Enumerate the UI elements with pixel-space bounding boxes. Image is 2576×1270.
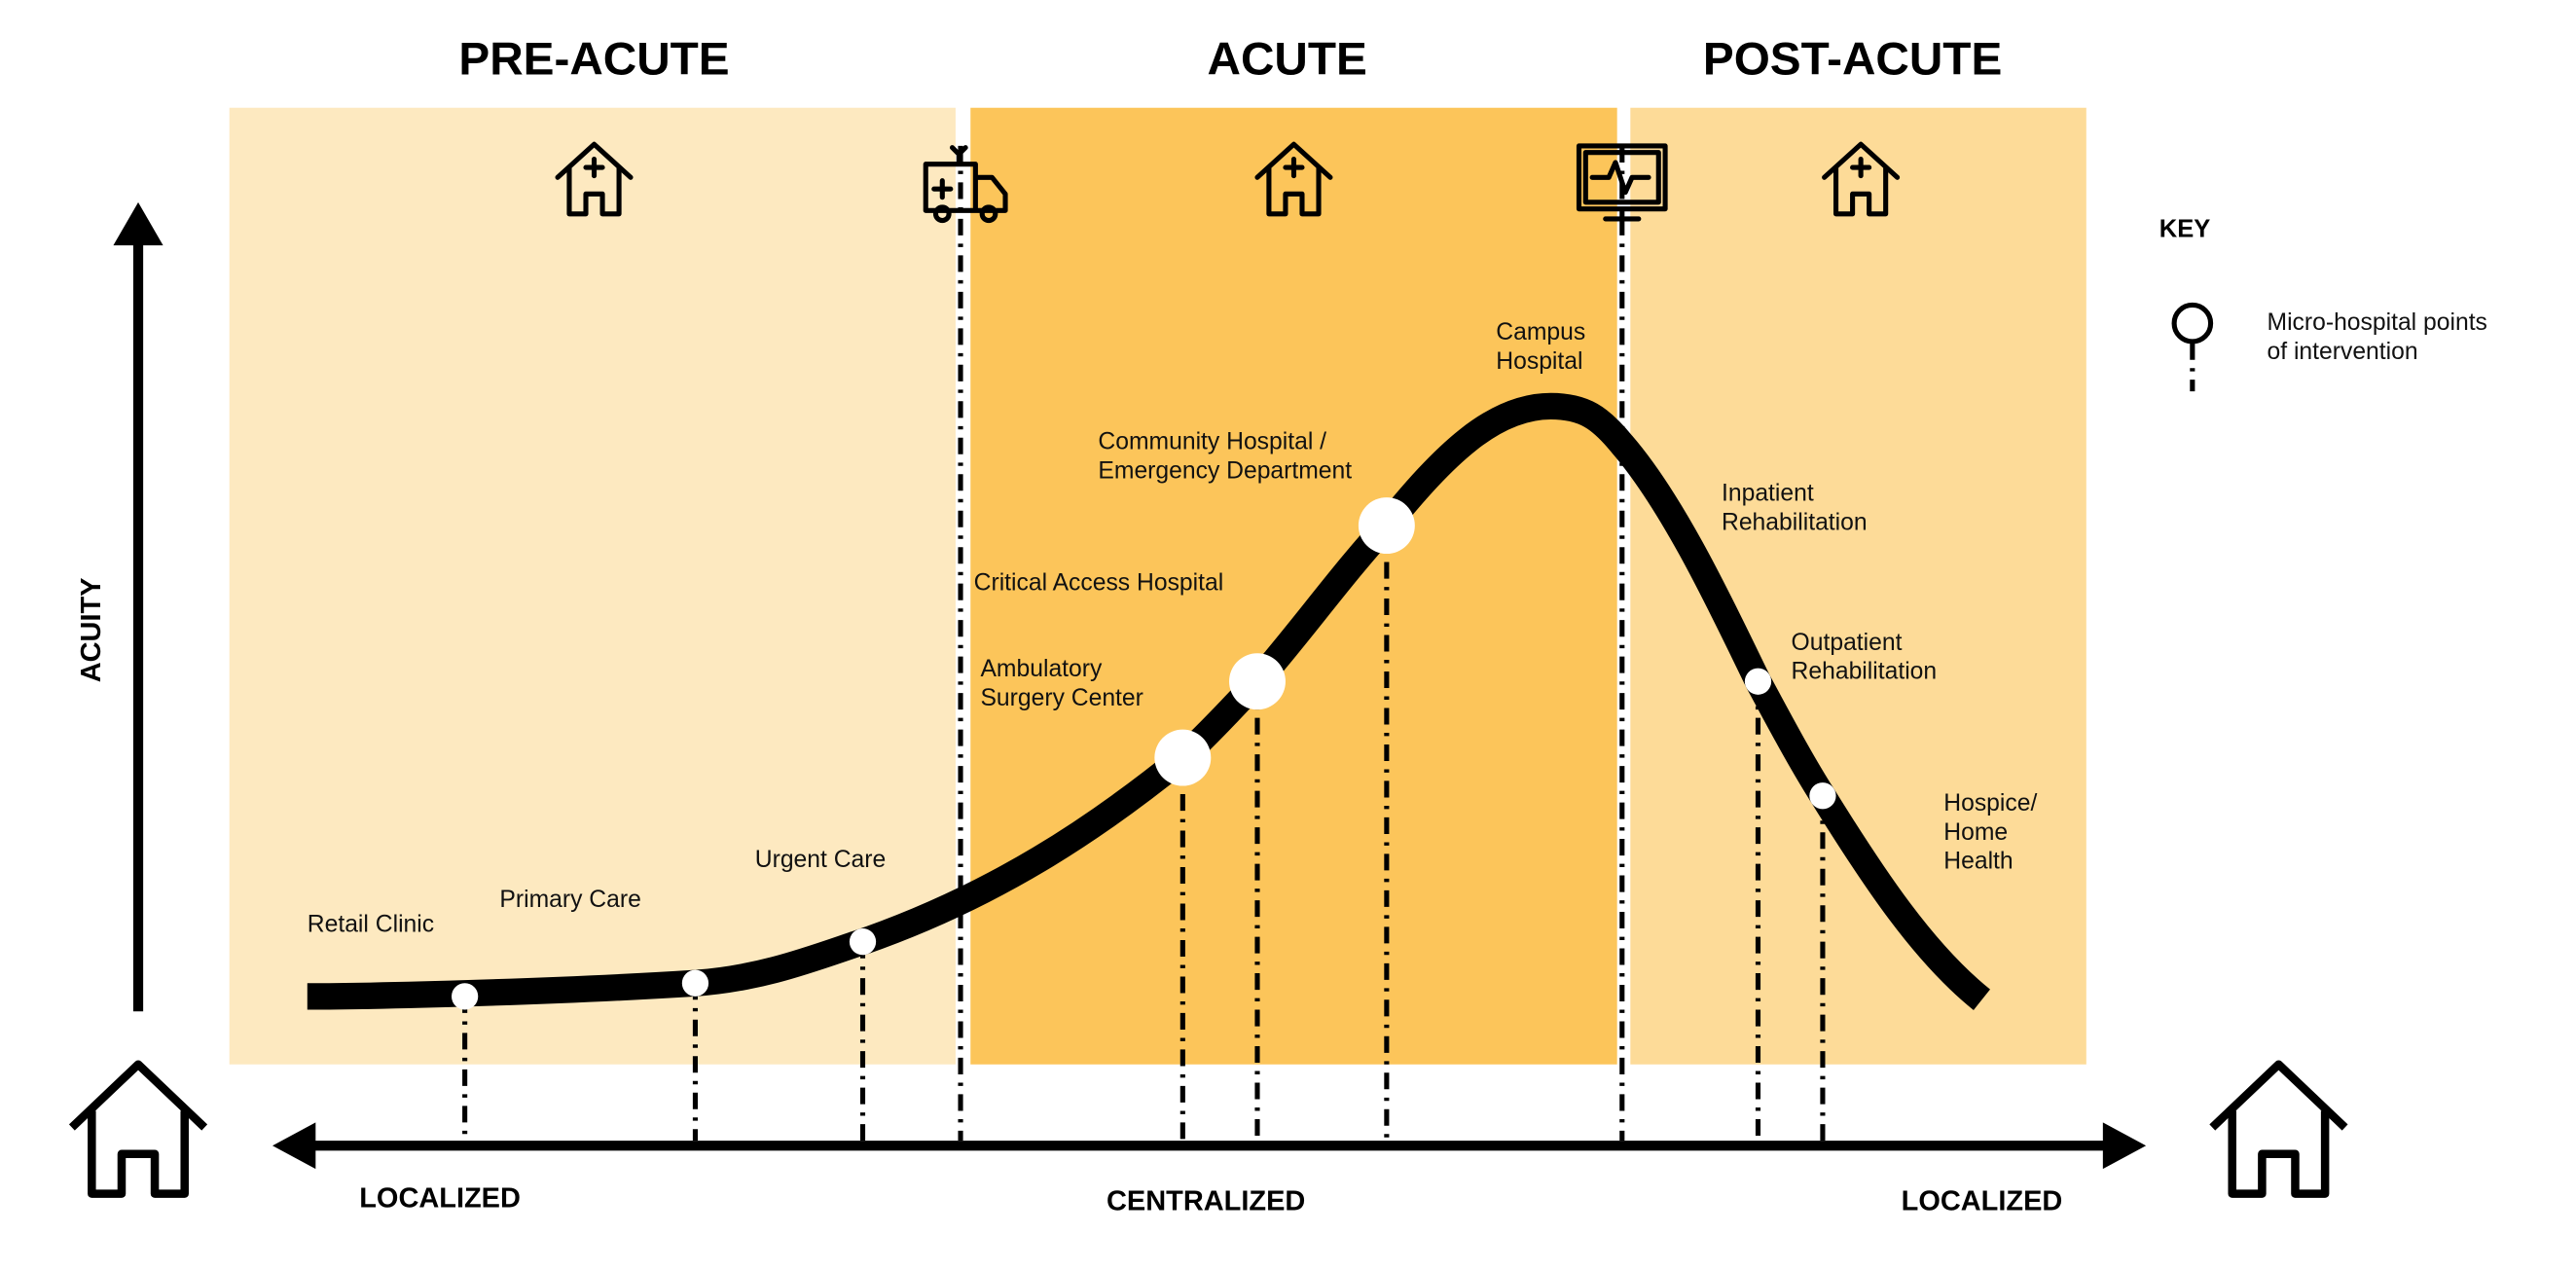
key-label: Micro-hospital points of intervention: [2268, 309, 2487, 365]
text-line: Outpatient: [1792, 630, 1903, 656]
text-line: of intervention: [2268, 339, 2418, 365]
text-line: Urgent Care: [755, 847, 886, 873]
text-line: Home: [1943, 819, 2008, 846]
setting-label: Urgent Care: [755, 847, 886, 873]
phase-title: PRE-ACUTE: [458, 34, 729, 86]
text-line: Community Hospital /: [1098, 429, 1326, 455]
setting-label: Critical Access Hospital: [974, 570, 1224, 597]
x-arrow-left: [272, 1122, 316, 1170]
setting-label: Hospice/Home Health: [1943, 790, 2037, 875]
pre-acute-zone: [229, 107, 956, 1065]
intervention-point: [452, 983, 479, 1010]
intervention-point: [1358, 497, 1415, 555]
text-line: Hospice/: [1943, 790, 2037, 816]
text-line: Hospital: [1496, 348, 1582, 375]
setting-label: Community Hospital / Emergency Department: [1098, 429, 1352, 485]
setting-label: Primary Care: [499, 887, 640, 913]
text-line: Campus: [1496, 319, 1585, 345]
text-line: Ambulatory: [980, 656, 1103, 682]
setting-label: Outpatient Rehabilitation: [1792, 630, 1938, 685]
key-title: KEY: [2159, 216, 2211, 243]
text-line: Retail Clinic: [308, 911, 434, 937]
intervention-point: [681, 969, 709, 997]
intervention-point: [1744, 668, 1772, 695]
intervention-lines: [462, 526, 1826, 1142]
y-arrow: [113, 201, 163, 246]
intervention-point: [1809, 782, 1836, 810]
intervention-points: [452, 497, 1836, 1010]
setting-label: Campus Hospital: [1496, 319, 1585, 375]
x-axis-label: LOCALIZED: [359, 1182, 521, 1214]
phase-title: ACUTE: [1208, 34, 1367, 86]
key-symbol: [2171, 302, 2214, 345]
text-line: Surgery Center: [980, 685, 1143, 711]
text-line: Health: [1943, 849, 2013, 875]
y-axis-label: ACUITY: [76, 577, 107, 682]
home-icon-large: [72, 1065, 204, 1194]
text-line: Micro-hospital points: [2268, 309, 2487, 336]
text-line: Rehabilitation: [1792, 659, 1938, 685]
setting-labels: Retail Clinic Primary Care Urgent Care Crit…: [308, 319, 2038, 937]
phase-title: POST-ACUTE: [1703, 34, 2002, 86]
intervention-point: [1154, 729, 1212, 786]
setting-label: Retail Clinic: [308, 911, 434, 937]
setting-label: Ambulatory Surgery Center: [980, 656, 1143, 711]
setting-label: Inpatient Rehabilitation: [1722, 481, 1868, 536]
text-line: Primary Care: [499, 887, 640, 913]
intervention-point: [1229, 653, 1286, 710]
text-line: Emergency Department: [1098, 458, 1352, 485]
text-line: Critical Access Hospital: [974, 570, 1224, 597]
x-arrow-right: [2102, 1122, 2147, 1170]
x-axis-label: LOCALIZED: [1902, 1186, 2063, 1217]
text-line: Inpatient: [1722, 481, 1814, 507]
intervention-point: [849, 928, 877, 956]
text-line: Rehabilitation: [1722, 509, 1868, 535]
home-icon-large: [2212, 1065, 2344, 1194]
acute-zone: [970, 107, 1617, 1065]
acuity-curve: [307, 392, 1991, 1010]
x-axis-label: CENTRALIZED: [1107, 1186, 1305, 1217]
